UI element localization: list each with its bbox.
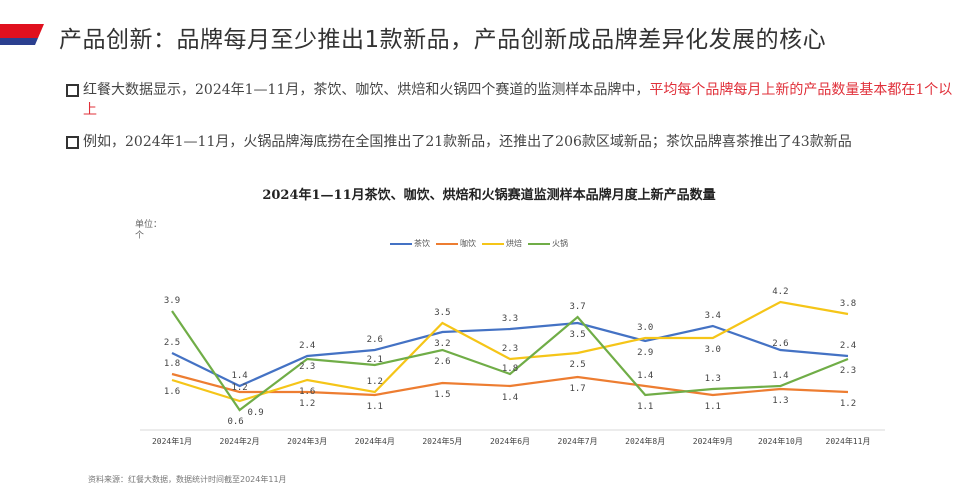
bullet-1: 红餐大数据显示，2024年1—11月，茶饮、咖饮、烘焙和火锅四个赛道的监测样本品… <box>66 80 956 120</box>
legend-label: 咖饮 <box>460 239 476 248</box>
square-bullet-icon <box>66 84 79 97</box>
data-label: 3.3 <box>502 314 518 324</box>
page-title: 产品创新：品牌每月至少推出1款新品，产品创新成品牌差异化发展的核心 <box>59 27 827 53</box>
data-label: 2.6 <box>772 339 788 349</box>
legend-label: 火锅 <box>552 239 568 248</box>
x-tick-label: 2024年9月 <box>693 436 733 446</box>
x-tick-label: 2024年1月 <box>152 436 192 446</box>
x-tick-label: 2024年4月 <box>355 436 395 446</box>
legend-label: 茶饮 <box>414 239 430 248</box>
data-label: 1.4 <box>637 371 653 381</box>
data-label: 1.5 <box>434 390 450 400</box>
series-line-茶饮 <box>171 321 849 388</box>
data-label: 1.2 <box>367 377 383 387</box>
legend-swatch <box>390 242 412 245</box>
data-label: 2.4 <box>299 341 315 351</box>
bullet-2: 例如，2024年1—11月，火锅品牌海底捞在全国推出了21款新品，还推出了206… <box>66 132 956 152</box>
data-label: 2.3 <box>502 344 518 354</box>
x-tick-label: 2024年3月 <box>287 436 327 446</box>
data-label: 2.3 <box>299 362 315 372</box>
data-label: 2.6 <box>434 357 450 367</box>
legend-item: 咖饮 <box>436 238 476 249</box>
data-label: 0.6 <box>227 417 243 427</box>
x-tick-label: 2024年11月 <box>826 436 871 446</box>
data-label: 1.2 <box>840 399 856 409</box>
data-label: 2.5 <box>569 360 585 370</box>
data-label: 1.4 <box>231 371 247 381</box>
data-label: 3.7 <box>569 302 585 312</box>
brand-logo <box>0 24 44 45</box>
chart-legend: 茶饮 咖饮 烘焙 火锅 <box>390 238 568 249</box>
data-label: 1.1 <box>637 402 653 412</box>
data-label: 2.6 <box>367 335 383 345</box>
data-label: 1.8 <box>164 359 180 369</box>
legend-label: 烘焙 <box>506 239 522 248</box>
bullet-text: 红餐大数据显示，2024年1—11月，茶饮、咖饮、烘焙和火锅四个赛道的监测样本品… <box>83 82 650 98</box>
data-label: 0.9 <box>247 408 263 418</box>
data-label: 3.4 <box>705 311 721 321</box>
x-tick-label: 2024年5月 <box>422 436 462 446</box>
data-label: 1.7 <box>569 384 585 394</box>
series-line-火锅 <box>171 310 849 412</box>
data-label: 3.5 <box>569 330 585 340</box>
series-line-咖饮 <box>171 372 849 397</box>
legend-swatch <box>436 242 458 245</box>
data-label: 1.2 <box>299 399 315 409</box>
data-label: 1.6 <box>299 387 315 397</box>
data-label: 3.9 <box>164 296 180 306</box>
x-tick-label: 2024年8月 <box>625 436 665 446</box>
x-tick-label: 2024年6月 <box>490 436 530 446</box>
data-label: 2.9 <box>637 348 653 358</box>
data-label: 3.2 <box>434 339 450 349</box>
data-label: 2.3 <box>840 366 856 376</box>
data-label: 2.1 <box>367 355 383 365</box>
data-label: 1.4 <box>502 393 518 403</box>
data-label: 4.2 <box>772 287 788 297</box>
data-label: 1.2 <box>231 383 247 393</box>
legend-item: 烘焙 <box>482 238 522 249</box>
chart-title: 2024年1—11月茶饮、咖饮、烘焙和火锅赛道监测样本品牌月度上新产品数量 <box>262 188 716 203</box>
data-label: 1.4 <box>772 371 788 381</box>
data-label: 1.3 <box>705 374 721 384</box>
series-line-烘焙 <box>171 300 849 403</box>
legend-swatch <box>528 242 550 245</box>
data-label: 2.4 <box>840 341 856 351</box>
square-bullet-icon <box>66 136 79 149</box>
legend-item: 火锅 <box>528 238 568 249</box>
data-label: 1.1 <box>705 402 721 412</box>
data-label: 3.8 <box>840 299 856 309</box>
data-label: 1.8 <box>502 364 518 374</box>
data-label: 1.3 <box>772 396 788 406</box>
data-label: 3.0 <box>637 323 653 333</box>
bullet-highlight: 平均每个品牌每月上新的产品数量基本都在1个以上 <box>83 82 953 118</box>
data-label: 1.1 <box>367 402 383 412</box>
source-note: 资料来源：红餐大数据，数据统计时间截至2024年11月 <box>88 475 287 484</box>
x-tick-label: 2024年2月 <box>220 436 260 446</box>
bullet-text: 例如，2024年1—11月，火锅品牌海底捞在全国推出了21款新品，还推出了206… <box>83 134 852 150</box>
data-label: 3.0 <box>705 345 721 355</box>
x-tick-label: 2024年10月 <box>758 436 803 446</box>
data-label: 2.5 <box>164 338 180 348</box>
unit-label: 单位：个 <box>135 220 163 241</box>
x-tick-label: 2024年7月 <box>558 436 598 446</box>
legend-swatch <box>482 242 504 245</box>
legend-item: 茶饮 <box>390 238 430 249</box>
data-label: 1.6 <box>164 387 180 397</box>
data-label: 3.5 <box>434 308 450 318</box>
